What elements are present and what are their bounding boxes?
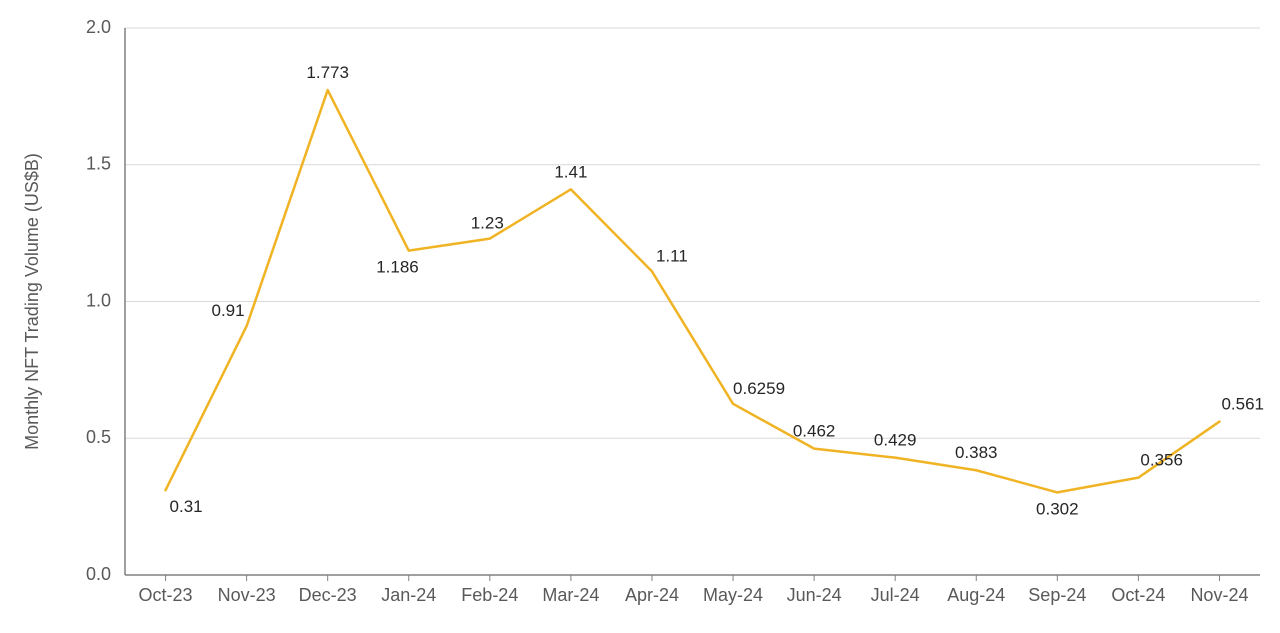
x-tick-label: Oct-24: [1111, 585, 1165, 605]
chart-background: [0, 0, 1280, 633]
y-tick-label: 0.0: [86, 564, 111, 584]
data-label: 0.31: [170, 497, 203, 516]
x-tick-label: Jul-24: [871, 585, 920, 605]
data-label: 0.6259: [733, 379, 785, 398]
x-tick-label: May-24: [703, 585, 763, 605]
data-label: 1.773: [306, 63, 349, 82]
y-tick-label: 1.0: [86, 290, 111, 310]
x-tick-label: Mar-24: [542, 585, 599, 605]
data-label: 0.383: [955, 443, 998, 462]
data-label: 0.429: [874, 431, 917, 450]
data-label: 0.91: [212, 301, 245, 320]
data-label: 1.186: [376, 258, 419, 277]
data-label: 0.462: [793, 422, 836, 441]
data-label: 1.11: [656, 246, 688, 265]
x-tick-label: Feb-24: [461, 585, 518, 605]
x-tick-label: Dec-23: [299, 585, 357, 605]
data-label: 1.23: [471, 214, 504, 233]
y-tick-label: 1.5: [86, 154, 111, 174]
y-axis-title: Monthly NFT Trading Volume (US$B): [22, 153, 42, 450]
data-label: 0.561: [1221, 395, 1264, 414]
line-chart: 0.0 0.5 1.0 1.5 2.0 Oct-23 Nov-23 Dec-23 Jan-24 F…: [0, 0, 1280, 633]
x-tick-label: Apr-24: [625, 585, 679, 605]
data-label: 1.41: [554, 162, 587, 181]
data-label: 0.356: [1140, 451, 1183, 470]
x-tick-label: Jan-24: [381, 585, 436, 605]
y-tick-label: 2.0: [86, 17, 111, 37]
data-label: 0.302: [1036, 499, 1079, 518]
y-tick-label: 0.5: [86, 427, 111, 447]
x-tick-label: Jun-24: [787, 585, 842, 605]
x-tick-label: Sep-24: [1028, 585, 1086, 605]
x-tick-label: Nov-24: [1190, 585, 1248, 605]
x-tick-label: Aug-24: [947, 585, 1005, 605]
x-tick-label: Nov-23: [218, 585, 276, 605]
x-tick-label: Oct-23: [139, 585, 193, 605]
chart-svg: 0.0 0.5 1.0 1.5 2.0 Oct-23 Nov-23 Dec-23 Jan-24 F…: [0, 0, 1280, 633]
